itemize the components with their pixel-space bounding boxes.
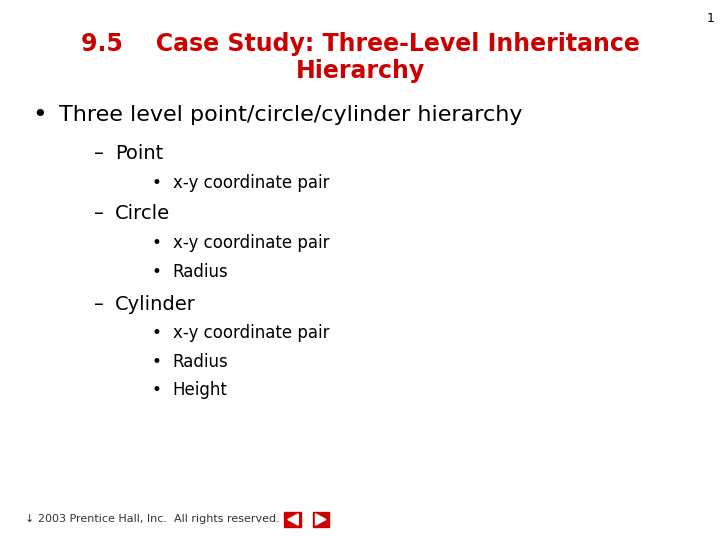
Text: –: –: [94, 204, 104, 224]
Polygon shape: [284, 512, 300, 527]
Text: Height: Height: [173, 381, 228, 400]
Text: Hierarchy: Hierarchy: [295, 59, 425, 83]
Text: •: •: [151, 234, 161, 252]
Text: •: •: [151, 381, 161, 400]
Polygon shape: [288, 514, 298, 525]
Text: Radius: Radius: [173, 262, 228, 281]
Text: 9.5    Case Study: Three-Level Inheritance: 9.5 Case Study: Three-Level Inheritance: [81, 32, 639, 56]
Text: Radius: Radius: [173, 353, 228, 371]
Text: •: •: [151, 262, 161, 281]
Text: •: •: [151, 324, 161, 342]
Text: Cylinder: Cylinder: [115, 294, 196, 314]
Text: –: –: [94, 294, 104, 314]
Text: •: •: [151, 353, 161, 371]
Text: Three level point/circle/cylinder hierarchy: Three level point/circle/cylinder hierar…: [59, 105, 523, 125]
Polygon shape: [315, 514, 326, 525]
Polygon shape: [313, 512, 329, 527]
Text: x-y coordinate pair: x-y coordinate pair: [173, 324, 329, 342]
Text: 1: 1: [706, 12, 714, 25]
Text: Circle: Circle: [115, 204, 171, 224]
Text: ↓ 2003 Prentice Hall, Inc.  All rights reserved.: ↓ 2003 Prentice Hall, Inc. All rights re…: [25, 515, 280, 524]
Text: •: •: [32, 103, 47, 127]
Text: x-y coordinate pair: x-y coordinate pair: [173, 173, 329, 192]
Text: Point: Point: [115, 144, 163, 164]
Text: •: •: [151, 173, 161, 192]
Text: x-y coordinate pair: x-y coordinate pair: [173, 234, 329, 252]
Text: –: –: [94, 144, 104, 164]
